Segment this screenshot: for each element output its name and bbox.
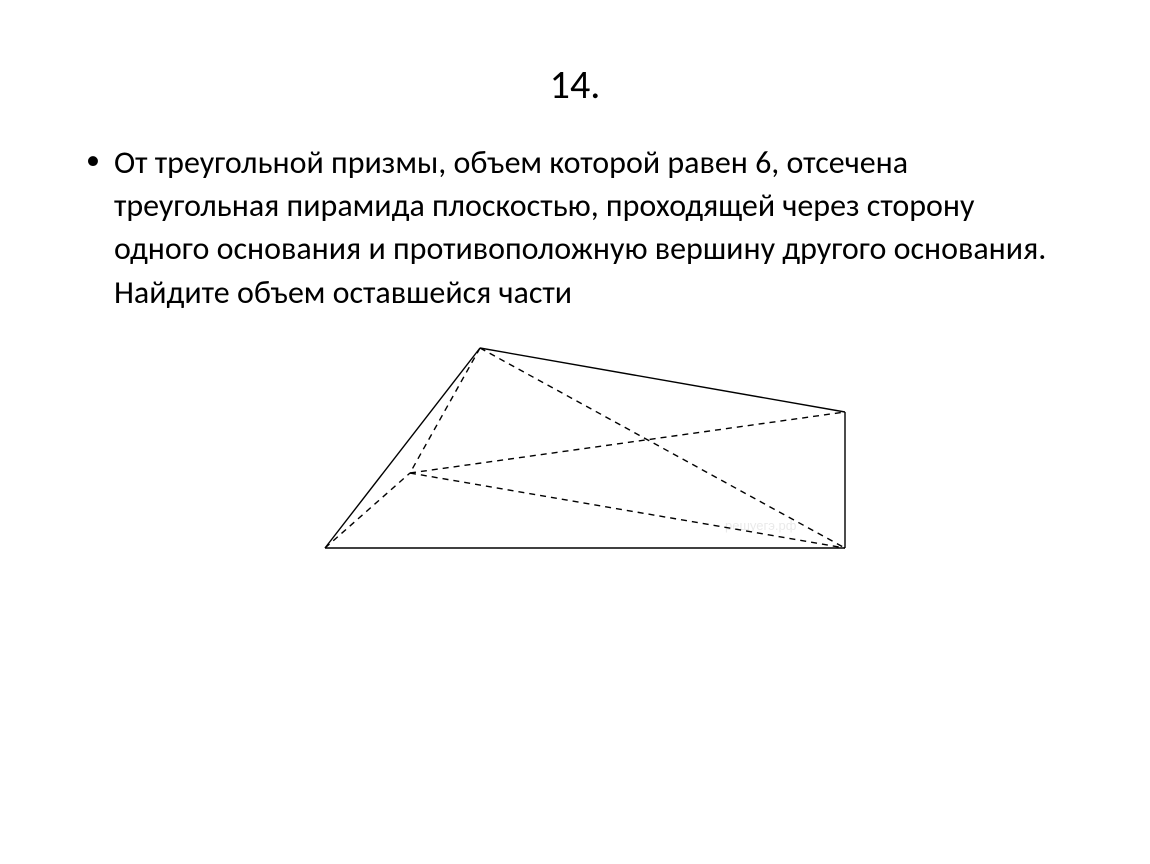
- svg-text:решуегэ.рф: решуегэ.рф: [725, 518, 797, 533]
- bullet-glyph: •: [86, 141, 100, 179]
- body: • От треугольной призмы, объем которой р…: [60, 141, 1090, 314]
- prism-figure: решуегэ.рф: [60, 328, 1090, 568]
- problem-text: От треугольной призмы, объем которой рав…: [114, 141, 1060, 314]
- slide-title: 14.: [60, 60, 1090, 109]
